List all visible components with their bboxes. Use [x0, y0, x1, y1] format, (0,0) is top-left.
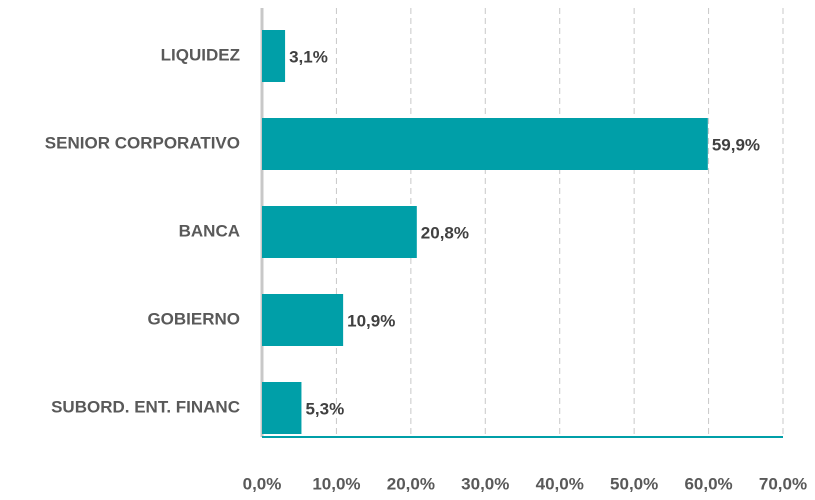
- x-tick-label: 50,0%: [610, 474, 658, 493]
- x-tick-label: 60,0%: [684, 474, 732, 493]
- data-label: 5,3%: [305, 399, 344, 418]
- x-tick-label: 20,0%: [387, 474, 435, 493]
- y-tick-label: GOBIERNO: [147, 309, 240, 328]
- x-tick-label: 70,0%: [759, 474, 807, 493]
- x-tick-label: 0,0%: [243, 474, 282, 493]
- y-tick-label: LIQUIDEZ: [161, 45, 240, 64]
- bar: [262, 382, 302, 434]
- x-tick-label: 10,0%: [312, 474, 360, 493]
- y-tick-label: SENIOR CORPORATIVO: [45, 133, 240, 152]
- bar: [262, 206, 417, 258]
- bar: [262, 294, 344, 346]
- y-tick-label: BANCA: [179, 221, 240, 240]
- bar: [262, 118, 708, 170]
- x-tick-label: 40,0%: [536, 474, 584, 493]
- data-label: 3,1%: [289, 47, 328, 66]
- bar: [262, 30, 286, 82]
- data-label: 10,9%: [347, 311, 395, 330]
- y-tick-label: SUBORD. ENT. FINANC: [51, 397, 240, 416]
- data-label: 20,8%: [421, 223, 469, 242]
- data-label: 59,9%: [712, 135, 760, 154]
- x-tick-label: 30,0%: [461, 474, 509, 493]
